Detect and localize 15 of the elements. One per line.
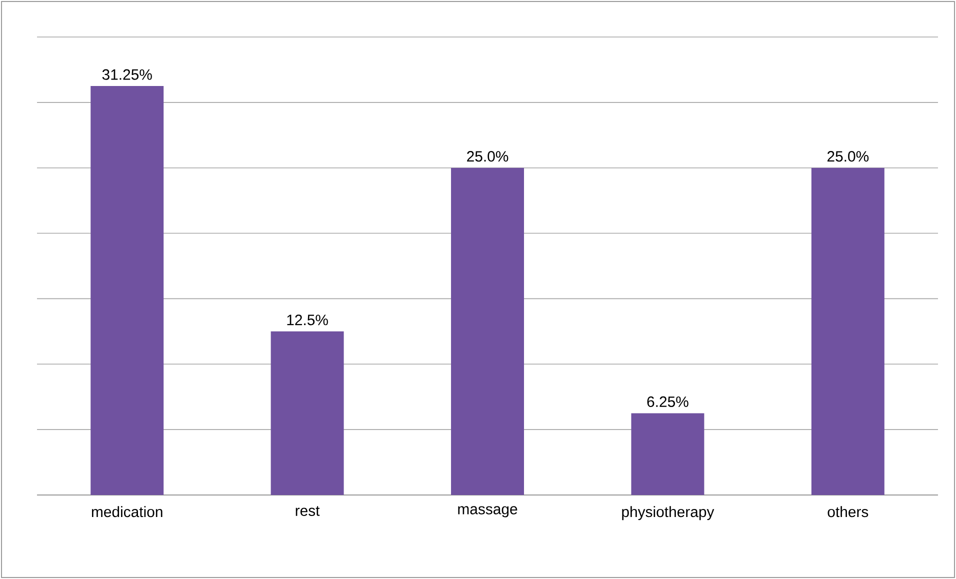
bar <box>90 86 164 495</box>
x-tick-label: rest <box>296 506 320 516</box>
bar <box>270 331 344 495</box>
data-label: 25.0% <box>467 151 508 162</box>
data-label: 12.5% <box>287 314 328 326</box>
data-label: 25.0% <box>827 151 869 162</box>
bar <box>811 168 884 495</box>
bar <box>631 413 704 495</box>
data-label: 6.25% <box>647 396 688 407</box>
x-tick-label: massage <box>458 506 518 518</box>
data-label: 31.25% <box>102 69 152 80</box>
bar <box>451 168 524 495</box>
x-tick-label: medication <box>92 506 162 518</box>
x-tick-label: others <box>828 506 868 518</box>
x-tick-label: physiotherapy <box>622 506 714 520</box>
